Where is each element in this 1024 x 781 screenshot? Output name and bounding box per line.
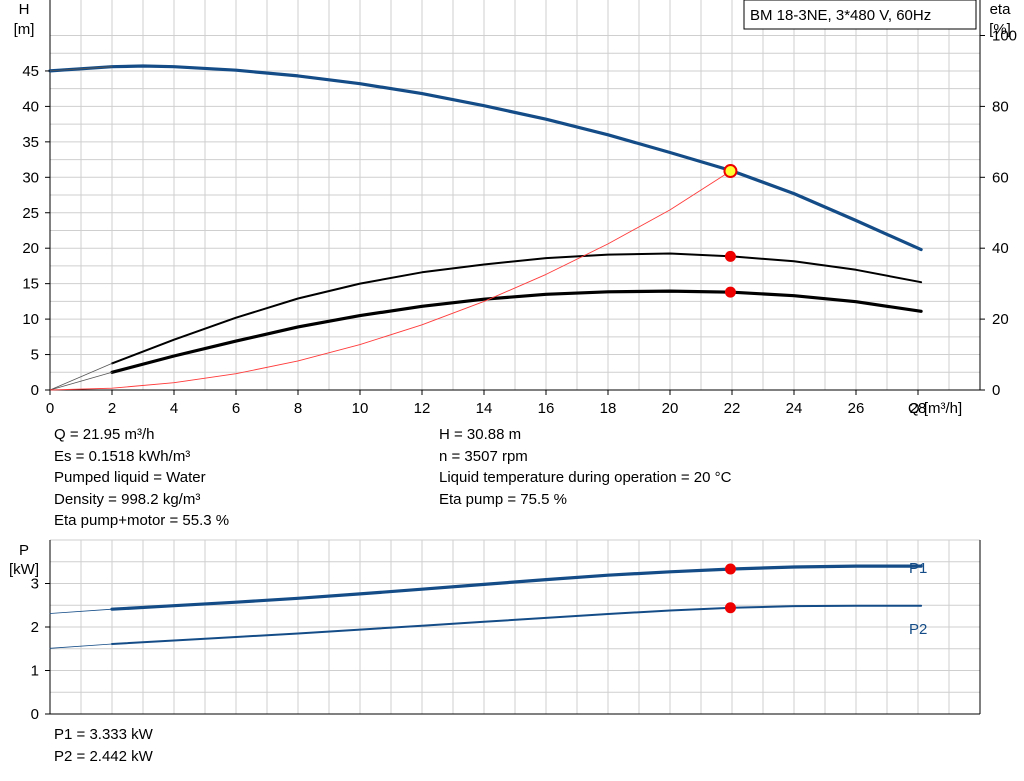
operating-point-p1 (724, 563, 736, 575)
power-chart-grid (49, 539, 981, 715)
eta-pump-motor-curve (110, 289, 923, 374)
head-tick-label: 40 (22, 98, 39, 115)
info-eta-pump-motor: Eta pump+motor = 55.3 % (54, 512, 230, 529)
head-chart-grid (49, 0, 981, 391)
eta-tick-label: 60 (992, 169, 1009, 186)
head-tick-label: 35 (22, 134, 39, 151)
head-tick-label: 25 (22, 205, 39, 222)
head-tick-label: 0 (31, 382, 39, 399)
flow-tick-label: 16 (538, 400, 555, 417)
flow-tick-label: 20 (662, 400, 679, 417)
flow-tick-label: 18 (600, 400, 617, 417)
flow-tick-label: 2 (108, 400, 116, 417)
flow-tick-label: 14 (476, 400, 493, 417)
info-density: Density = 998.2 kg/m³ (54, 490, 201, 508)
flow-tick-label: 28 (910, 400, 927, 417)
flow-tick-label: 8 (294, 400, 302, 417)
power-tick-label: 1 (31, 663, 39, 680)
operating-point-eta (724, 286, 736, 298)
power-chart-tick-labels: 0 1 2 3 (31, 576, 50, 723)
flow-tick-label: 22 (724, 400, 741, 417)
eta-tick-label: 40 (992, 240, 1009, 257)
info-liquid: Pumped liquid = Water (54, 469, 206, 486)
flow-tick-label: 4 (170, 400, 178, 417)
info-speed: n = 3507 rpm (439, 447, 528, 465)
power-axis-label-line1: P (19, 542, 29, 559)
info-liquid-temperature: Liquid temperature during operation = 20… (439, 469, 732, 486)
flow-tick-label: 26 (848, 400, 865, 417)
info-p2: P2 = 2.442 kW (54, 747, 153, 765)
curve-extension-line (49, 371, 113, 391)
curve-extension-line (49, 362, 113, 391)
p1-curve (110, 564, 923, 611)
head-axis-label-line2: [m] (14, 21, 35, 38)
eta-pump-curve (111, 252, 923, 365)
head-chart-operating-points (723, 164, 738, 298)
eta-tick-label: 20 (992, 311, 1009, 328)
pump-title-box (743, 0, 977, 30)
flow-tick-label: 0 (46, 400, 54, 417)
head-tick-label: 15 (22, 276, 39, 293)
info-p1: P1 = 3.333 kW (54, 726, 153, 743)
eta-tick-label: 80 (992, 98, 1009, 115)
flow-axis-label: Q [m³/h] (908, 400, 962, 417)
power-chart-operating-points (724, 563, 736, 614)
head-axis-label-line1: H (19, 1, 30, 18)
head-tick-label: 30 (22, 169, 39, 186)
eta-tick-label: 0 (992, 382, 1000, 399)
operating-point-info-right: H = 30.88 m n = 3507 rpm Liquid temperat… (439, 424, 731, 510)
flow-tick-label: 12 (414, 400, 431, 417)
curve-extension-line (49, 66, 113, 72)
p1-series-label: P1 (909, 560, 927, 577)
head-chart-tick-labels: 0 2 4 6 8 10 12 14 16 18 20 22 24 26 28051015202530354… (22, 28, 1017, 418)
flow-tick-label: 10 (352, 400, 369, 417)
info-flow: Q = 21.95 m³/h (54, 426, 155, 443)
p2-curve (111, 604, 923, 645)
operating-point-p2 (724, 602, 736, 614)
power-curve-extension (49, 608, 113, 614)
head-curve (48, 64, 923, 252)
power-tick-label: 3 (31, 576, 39, 593)
eta-axis-label-line2: [%] (989, 21, 1011, 38)
power-tick-label: 2 (31, 619, 39, 636)
head-tick-label: 10 (22, 311, 39, 328)
eta-tick-label: 100 (992, 28, 1017, 45)
head-tick-label: 45 (22, 63, 39, 80)
system-curve (49, 170, 731, 391)
flow-tick-label: 6 (232, 400, 240, 417)
operating-point-info-left: Q = 21.95 m³/h Es = 0.1518 kWh/m³ Pumped… (54, 424, 229, 532)
operating-point-eta (724, 250, 736, 262)
info-head: H = 30.88 m (439, 426, 522, 443)
power-chart-series (49, 564, 923, 649)
flow-tick-label: 24 (786, 400, 803, 417)
head-tick-label: 20 (22, 240, 39, 257)
pump-title: BM 18-3NE, 3*480 V, 60Hz (750, 7, 931, 24)
eta-axis-label-line1: eta (990, 1, 1012, 18)
head-tick-label: 5 (31, 347, 39, 364)
power-info: P1 = 3.333 kW P2 = 2.442 kW (54, 724, 153, 767)
power-tick-label: 0 (31, 706, 39, 723)
info-eta-pump: Eta pump = 75.5 % (439, 490, 567, 508)
info-energy: Es = 0.1518 kWh/m³ (54, 447, 191, 465)
operating-point-head (723, 164, 738, 179)
power-axis-label-line2: [kW] (9, 561, 39, 578)
power-curve-extension (49, 643, 113, 649)
p2-series-label: P2 (909, 621, 927, 638)
head-chart-series (48, 64, 923, 391)
